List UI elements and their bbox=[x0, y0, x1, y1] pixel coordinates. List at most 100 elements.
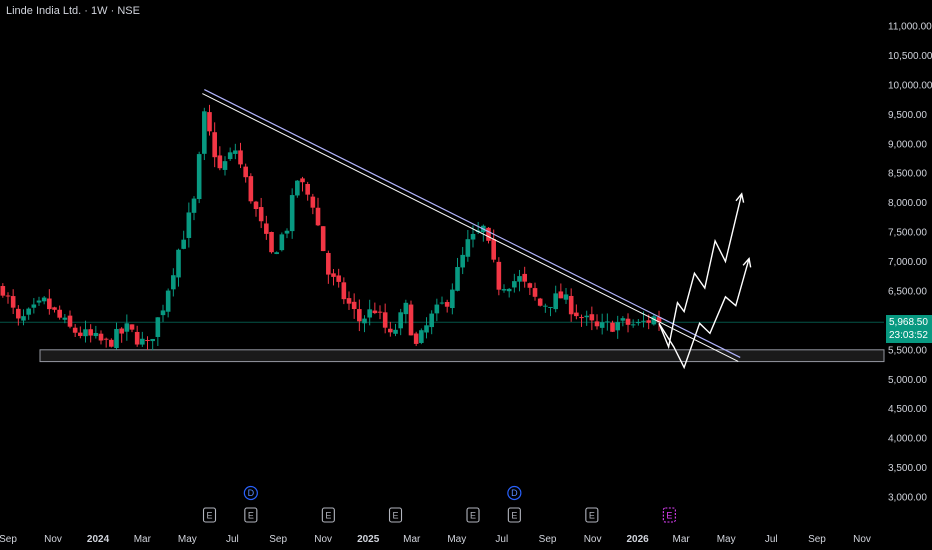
candle-body bbox=[331, 273, 336, 277]
legend-separator: · bbox=[110, 5, 118, 17]
candle bbox=[26, 307, 31, 320]
candle-body bbox=[563, 294, 569, 300]
earnings-icon bbox=[321, 507, 335, 523]
last-price-tag: 5,968.50 23:03:52 bbox=[886, 315, 932, 343]
candle-body bbox=[238, 150, 243, 165]
candle-body bbox=[310, 196, 316, 208]
candle bbox=[610, 320, 615, 333]
candle-body bbox=[300, 178, 305, 183]
y-axis-tick-label: 8,500.00 bbox=[888, 169, 927, 180]
candle-body bbox=[558, 291, 564, 299]
candle-body bbox=[150, 338, 155, 342]
candle bbox=[72, 324, 78, 337]
earnings-marker[interactable]: E bbox=[662, 507, 676, 523]
candle bbox=[36, 296, 42, 306]
candle bbox=[336, 268, 341, 288]
candle-body bbox=[155, 317, 161, 337]
candle-body bbox=[129, 324, 135, 330]
candle bbox=[620, 316, 626, 327]
candle bbox=[310, 193, 316, 215]
candle bbox=[362, 315, 367, 333]
candle bbox=[150, 338, 155, 351]
candle bbox=[651, 314, 657, 326]
candle-body bbox=[57, 309, 62, 318]
last-price-value: 5,968.50 bbox=[889, 317, 928, 328]
earnings-marker[interactable]: E bbox=[585, 507, 599, 523]
candle bbox=[284, 228, 290, 239]
candle-body bbox=[52, 307, 57, 310]
interval-label[interactable]: 1W bbox=[91, 5, 108, 17]
candle bbox=[450, 283, 455, 315]
candle-body bbox=[419, 330, 424, 343]
candle bbox=[279, 232, 285, 252]
y-axis-tick-label: 9,500.00 bbox=[888, 110, 927, 121]
y-axis-tick-label: 10,000.00 bbox=[888, 80, 932, 91]
earnings-label: E bbox=[206, 511, 212, 521]
projection-path-1 bbox=[658, 193, 743, 350]
candle-body bbox=[656, 317, 662, 323]
y-axis-tick-label: 6,500.00 bbox=[888, 286, 927, 297]
candle bbox=[512, 273, 517, 293]
candle-body bbox=[522, 273, 527, 282]
candle-body bbox=[346, 298, 352, 304]
candle-body bbox=[636, 321, 641, 324]
x-axis-tick-label: Nov bbox=[314, 534, 332, 545]
symbol-name[interactable]: Linde India Ltd. bbox=[6, 5, 82, 17]
earnings-marker[interactable]: E bbox=[202, 507, 217, 523]
candle bbox=[398, 308, 403, 336]
candle-body bbox=[217, 155, 223, 169]
earnings-marker[interactable]: E bbox=[244, 507, 258, 523]
candle-body bbox=[382, 312, 388, 328]
candle bbox=[289, 188, 295, 239]
candle bbox=[377, 305, 383, 320]
candle-body bbox=[336, 275, 341, 282]
candle-body bbox=[279, 234, 285, 251]
candle bbox=[563, 287, 569, 304]
earnings-marker[interactable]: E bbox=[321, 507, 335, 523]
candle bbox=[21, 309, 26, 326]
candle bbox=[346, 291, 352, 310]
candle bbox=[320, 226, 326, 252]
candle-body bbox=[134, 331, 140, 345]
candle bbox=[227, 147, 233, 161]
candle-body bbox=[212, 132, 217, 158]
candle-body bbox=[625, 318, 631, 325]
dividend-marker[interactable]: D bbox=[507, 485, 522, 501]
candle-body bbox=[594, 321, 600, 327]
candle bbox=[429, 310, 434, 335]
candle bbox=[258, 197, 264, 229]
x-axis-tick-label: Mar bbox=[403, 534, 421, 545]
candle-body bbox=[605, 321, 610, 323]
candle-body bbox=[31, 304, 37, 308]
candle-body bbox=[202, 111, 207, 154]
earnings-label: E bbox=[248, 511, 254, 521]
candle bbox=[295, 180, 300, 198]
candle-body bbox=[362, 318, 367, 324]
candle bbox=[553, 285, 558, 313]
y-axis-tick-label: 4,500.00 bbox=[888, 404, 927, 415]
earnings-marker[interactable]: E bbox=[507, 507, 521, 523]
candle bbox=[403, 299, 409, 324]
earnings-marker[interactable]: E bbox=[466, 507, 480, 523]
candle bbox=[424, 317, 429, 339]
dividend-marker[interactable]: D bbox=[243, 485, 258, 501]
candle-body bbox=[67, 315, 73, 327]
candle-body bbox=[532, 288, 538, 297]
candle-body bbox=[537, 298, 543, 306]
candle-body bbox=[470, 233, 476, 240]
x-axis-tick-label: Mar bbox=[673, 534, 691, 545]
y-axis-tick-label: 7,000.00 bbox=[888, 257, 927, 268]
x-axis-tick-label: 2026 bbox=[626, 534, 649, 545]
candle-body bbox=[579, 317, 584, 319]
support-zone bbox=[39, 349, 885, 363]
candle-body bbox=[191, 198, 197, 213]
earnings-marker[interactable]: E bbox=[388, 507, 403, 523]
candle-body bbox=[439, 302, 445, 304]
candle bbox=[83, 320, 88, 343]
x-axis-tick-label: Mar bbox=[134, 534, 152, 545]
candle-body bbox=[491, 239, 496, 260]
earnings-icon bbox=[585, 507, 599, 523]
candle bbox=[579, 314, 584, 327]
